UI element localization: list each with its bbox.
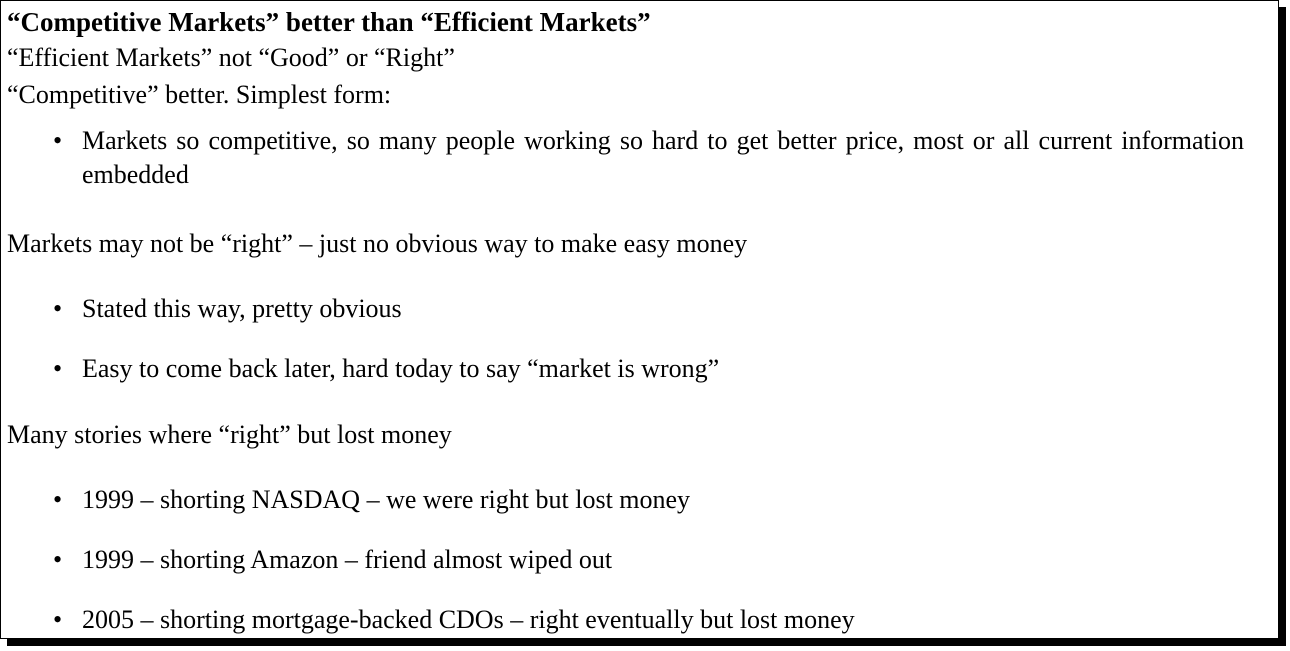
bullet-text: 1999 – shorting NASDAQ – we were right b…: [82, 485, 691, 514]
text-markets-may-not-be-right: Markets may not be “right” – just no obv…: [7, 229, 748, 258]
slide-frame: “Competitive Markets” better than “Effic…: [0, 0, 1279, 639]
bullet-icon: •: [53, 485, 63, 514]
text-competitive-better: “Competitive” better. Simplest form:: [7, 80, 392, 109]
bullet-icon: •: [53, 605, 63, 634]
bullet-icon: •: [53, 354, 63, 383]
bullet-text: 2005 – shorting mortgage-backed CDOs – r…: [82, 605, 855, 634]
bullet-icon: •: [53, 294, 63, 323]
bullet-text: Markets so competitive, so many people w…: [82, 126, 1244, 189]
bullet-text: Stated this way, pretty obvious: [82, 294, 402, 323]
text-efficient-not-good: “Efficient Markets” not “Good” or “Right…: [7, 43, 455, 72]
text-many-stories: Many stories where “right” but lost mone…: [7, 420, 452, 449]
bullet-text: Easy to come back later, hard today to s…: [82, 354, 720, 383]
bullet-text: 1999 – shorting Amazon – friend almost w…: [82, 545, 613, 574]
bullet-icon: •: [53, 126, 63, 155]
slide-title: “Competitive Markets” better than “Effic…: [7, 7, 651, 37]
bullet-icon: •: [53, 545, 63, 574]
